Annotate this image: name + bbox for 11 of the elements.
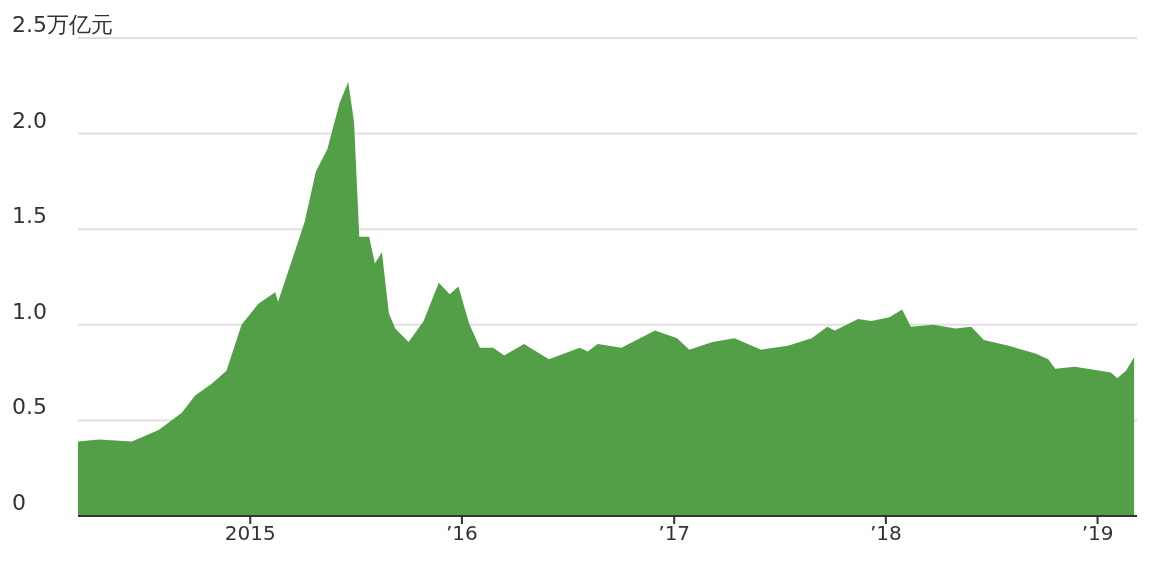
y-tick-label: 2.5万亿元 [12, 12, 113, 37]
x-tick-label: ’17 [658, 521, 691, 546]
y-tick-label: 2.0 [12, 107, 47, 133]
x-tick-label: 2015 [224, 521, 276, 546]
x-tick-label: ’19 [1081, 521, 1114, 546]
y-tick-label: 0 [12, 490, 26, 515]
y-tick-label: 1.0 [12, 298, 47, 324]
y-tick-label: 1.5 [12, 203, 47, 229]
x-tick-label: ’16 [446, 521, 478, 546]
y-tick-label: 0.5 [12, 394, 47, 420]
x-tick-label: ’18 [869, 521, 902, 546]
